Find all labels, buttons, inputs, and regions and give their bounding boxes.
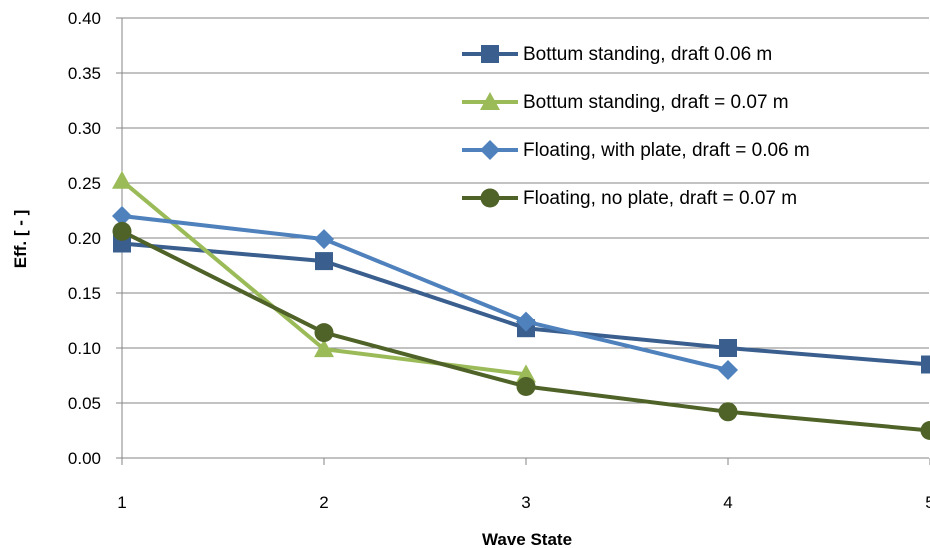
legend-marker xyxy=(480,140,500,160)
legend-marker xyxy=(481,45,499,63)
series-lines xyxy=(112,170,930,440)
y-tick-label: 0.10 xyxy=(68,339,101,358)
data-point xyxy=(718,402,738,422)
gridlines xyxy=(122,17,929,404)
data-point xyxy=(516,364,536,383)
x-tick-label: 4 xyxy=(723,493,732,512)
x-axis-title: Wave State xyxy=(482,530,572,548)
data-point xyxy=(315,252,333,271)
x-tick-label: 2 xyxy=(319,493,328,512)
data-point xyxy=(921,355,930,374)
y-axis-title: Eff. [ - ] xyxy=(11,210,30,269)
series-square xyxy=(113,234,930,374)
data-point xyxy=(314,339,334,358)
y-tick-label: 0.00 xyxy=(68,449,101,468)
series-diamond xyxy=(112,206,738,380)
legend-label: Bottum standing, draft 0.06 m xyxy=(523,44,772,65)
legend-item: Floating, with plate, draft = 0.06 m xyxy=(462,140,810,161)
y-tick-label: 0.20 xyxy=(68,229,101,248)
y-tick-label: 0.30 xyxy=(68,119,101,138)
data-point xyxy=(516,377,536,396)
series-line xyxy=(121,241,930,367)
data-point xyxy=(112,170,132,189)
legend-label: Floating, with plate, draft = 0.06 m xyxy=(523,140,810,161)
x-tick-label: 5 xyxy=(925,493,930,512)
x-tick-label: 3 xyxy=(521,493,530,512)
data-point xyxy=(718,360,738,380)
series-circle xyxy=(112,221,930,440)
legend-marker xyxy=(480,188,500,208)
legend-item: Bottum standing, draft 0.06 m xyxy=(462,44,772,65)
series-line xyxy=(121,214,729,372)
legend-marker xyxy=(480,92,500,110)
data-point xyxy=(719,339,737,357)
x-tick-labels: 1 2 3 4 5 xyxy=(117,493,930,512)
y-tick-label: 0.25 xyxy=(68,174,101,193)
legend-item: Floating, no plate, draft = 0.07 m xyxy=(462,188,797,209)
y-tick-label: 0.15 xyxy=(68,284,101,303)
x-tick-label: 1 xyxy=(117,493,126,512)
data-point xyxy=(112,206,132,226)
legend-label: Bottum standing, draft = 0.07 m xyxy=(523,92,789,113)
legend-item: Bottum standing, draft = 0.07 m xyxy=(462,92,789,113)
series-triangle xyxy=(112,170,536,383)
y-tick-label: 0.40 xyxy=(68,9,101,28)
y-tick-label: 0.35 xyxy=(68,64,101,83)
legend: Bottum standing, draft 0.06 m Bottum stan… xyxy=(462,44,810,209)
data-point xyxy=(314,323,334,343)
y-tick-labels: 0.00 0.05 0.10 0.15 0.20 0.25 0.30 0.35 0.40 xyxy=(68,9,101,468)
data-point xyxy=(920,421,930,440)
data-point xyxy=(112,221,132,241)
axes xyxy=(116,17,930,465)
y-tick-label: 0.05 xyxy=(68,394,101,413)
legend-label: Floating, no plate, draft = 0.07 m xyxy=(523,188,797,209)
data-point xyxy=(516,311,536,332)
data-point xyxy=(314,229,334,250)
